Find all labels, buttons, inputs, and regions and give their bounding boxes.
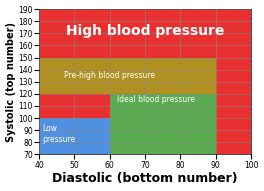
Y-axis label: Systolic (top number): Systolic (top number)	[6, 22, 16, 142]
Bar	[39, 118, 110, 154]
X-axis label: Diastolic (bottom number): Diastolic (bottom number)	[52, 172, 238, 185]
Text: Low
pressure: Low pressure	[43, 124, 76, 143]
Text: Pre-high blood pressure: Pre-high blood pressure	[64, 71, 155, 80]
Bar	[110, 94, 216, 154]
Text: High blood pressure: High blood pressure	[66, 24, 224, 38]
Bar	[39, 57, 216, 94]
Text: Ideal blood pressure: Ideal blood pressure	[117, 96, 195, 104]
